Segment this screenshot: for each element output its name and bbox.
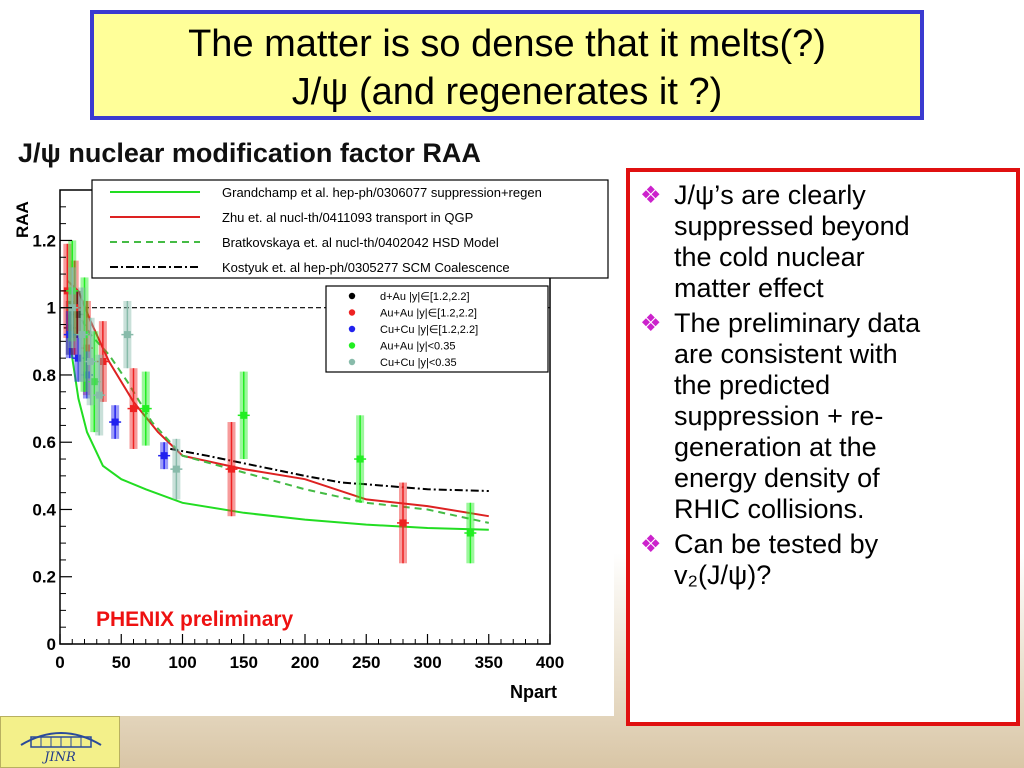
bullet-text: J/ψ’s are clearly suppressed beyond the … [674,180,910,303]
bullet-text: Can be tested by v₂(J/ψ)? [674,529,879,590]
data-point [87,358,95,366]
data-point [123,331,131,339]
data-point [228,465,235,473]
model-curve [66,314,489,531]
data-point [74,354,82,362]
y-tick-label: 0.8 [32,366,56,385]
data-point [130,405,137,413]
y-tick-label: 0.4 [32,500,56,519]
x-tick-label: 350 [475,653,503,672]
x-axis-label: Npart [510,682,557,702]
data-legend-marker [348,358,356,366]
data-point [95,391,103,399]
data-point [68,304,76,312]
data-legend-marker [348,309,356,316]
jinr-logo: JINR [0,716,120,768]
data-legend-label: Au+Au |y|∈[1.2,2.2] [380,308,477,320]
data-point [160,452,168,460]
x-tick-label: 200 [291,653,319,672]
x-tick-label: 100 [168,653,196,672]
model-curve [170,447,489,492]
y-tick-label: 1 [47,299,56,318]
y-tick-label: 0.6 [32,433,56,452]
data-point [172,465,180,473]
bullet-item: ❖ Can be tested by v₂(J/ψ)? [640,529,1006,591]
slide-title-line1: The matter is so dense that it melts(?) [188,23,826,65]
data-legend-label: d+Au |y|∈[1.2,2.2] [380,291,470,303]
bullet-box: ❖ J/ψ’s are clearly suppressed beyond th… [626,168,1020,726]
axis-ticks: 0 50 100 150 200 250 300 350 400 0 0.2 0.4 0.6 0.8 1 1.… [32,206,564,672]
model-legend-label: Grandchamp et al. hep-ph/0306077 suppres… [222,185,542,200]
x-tick-label: 150 [230,653,258,672]
data-points [61,240,477,564]
data-point [99,358,107,366]
data-legend-label: Cu+Cu |y|<0.35 [380,357,457,369]
model-legend-box [91,179,609,279]
logo-text: JINR [44,750,76,765]
x-tick-label: 300 [413,653,441,672]
x-tick-label: 400 [536,653,564,672]
data-legend-marker [348,292,356,300]
bullet-text: The preliminary data are consistent with… [674,308,921,524]
diamond-bullet-icon: ❖ [640,310,662,337]
data-point [66,331,74,339]
jinr-building-icon [20,732,102,748]
data-point [142,405,150,413]
diamond-bullet-icon: ❖ [640,182,662,209]
bullet-item: ❖ J/ψ’s are clearly suppressed beyond th… [640,180,1006,304]
data-point [78,331,86,339]
x-tick-label: 50 [112,653,131,672]
x-tick-label: 0 [55,653,64,672]
model-legend: Grandchamp et al. hep-ph/0306077 suppres… [91,179,609,279]
data-legend-label: Cu+Cu |y|∈[1.2,2.2] [380,324,478,336]
model-legend-label: Bratkovskaya et. al nucl-th/0402042 HSD … [222,235,499,250]
model-curve [66,300,490,524]
model-curve [66,280,489,518]
model-curves [66,280,490,531]
slide-title-box: The matter is so dense that it melts(?) … [90,10,924,120]
diamond-bullet-icon: ❖ [640,531,662,558]
data-point [83,344,91,352]
x-tick-label: 250 [352,653,380,672]
data-legend-label: Au+Au |y|<0.35 [380,341,455,353]
data-point [356,455,364,463]
data-point [466,529,474,537]
data-point [240,411,248,419]
data-legend-box [325,285,549,373]
chart-annotation: PHENIX preliminary [96,608,294,631]
slide-title-line2: J/ψ (and regenerates it ?) [291,71,723,113]
raa-chart: J/ψ nuclear modification factor RAA 0 50 1… [13,138,609,702]
chart-title: J/ψ nuclear modification factor RAA [18,138,481,168]
data-point [399,519,407,527]
data-legend: d+Au |y|∈[1.2,2.2] Au+Au |y|∈[1.2,2.2] Cu+… [325,285,549,373]
data-point [111,418,119,426]
model-legend-label: Zhu et. al nucl-th/0411093 transport in … [222,210,473,225]
data-point [83,371,91,379]
y-tick-label: 0.2 [32,568,56,587]
y-tick-label: 1.2 [32,231,56,250]
data-point [90,378,98,386]
y-tick-label: 0 [47,635,56,654]
y-axis-label: RAA [13,201,32,238]
data-legend-marker [348,342,356,349]
model-legend-label: Kostyuk et. al hep-ph/0305277 SCM Coales… [222,260,510,275]
data-legend-marker [348,325,356,333]
bullet-item: ❖ The preliminary data are consistent wi… [640,308,1006,525]
data-point [73,310,81,318]
chart-panel: J/ψ nuclear modification factor RAA 0 50 1… [0,126,614,716]
